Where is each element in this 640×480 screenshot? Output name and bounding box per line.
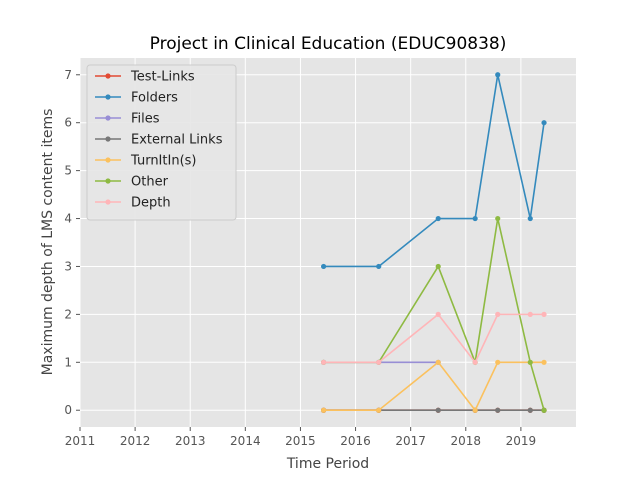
data-point-turnitin-s [495,359,501,365]
x-tick-label: 2012 [120,434,151,448]
y-tick-label: 0 [64,403,72,417]
data-point-folders [495,72,501,78]
x-axis-label: Time Period [286,456,369,472]
x-tick-label: 2014 [230,434,261,448]
data-point-depth [320,359,327,365]
data-point-other [495,215,501,222]
y-tick-label: 2 [64,307,72,321]
data-point-folders [435,215,441,222]
series-folders [320,72,547,270]
data-point-depth [376,359,382,365]
chart-title: Project in Clinical Education (EDUC90838… [150,34,507,54]
y-tick-label: 1 [64,355,72,369]
x-tick-label: 2017 [395,434,426,448]
data-point-depth [541,311,547,317]
legend-item-external-links: External Links [95,133,223,148]
legend-item-test-links: Test-Links [95,70,195,85]
series-layer [320,72,547,413]
legend-marker [105,199,111,205]
y-tick-label: 5 [64,164,72,178]
data-point-depth [435,311,441,317]
data-point-folders [320,263,327,270]
legend-label: Other [131,175,169,190]
y-tick-label: 6 [64,116,72,130]
legend-item-other: Other [95,175,169,190]
data-point-folders [541,120,547,126]
data-point-depth [495,311,501,317]
data-point-turnitin-s [472,407,478,413]
data-point-depth [472,359,478,365]
y-axis-ticks: 0 1 2 3 4 5 6 7 [64,68,80,417]
x-tick-label: 2013 [175,434,206,448]
x-tick-label: 2015 [285,434,316,448]
legend-marker [105,94,111,100]
legend-label: TurnItIn(s) [130,154,196,169]
legend-marker [105,136,111,142]
y-axis-label: Maximum depth of LMS content items [40,109,56,376]
legend-marker [105,178,111,184]
x-axis-ticks: 2011 2012 2013 2014 2015 2016 2017 2018 2019 [65,427,536,448]
data-point-folders [472,215,478,222]
x-tick-label: 2019 [506,434,537,448]
legend-marker [105,157,111,163]
data-point-external-links [435,407,441,413]
data-point-turnitin-s [541,359,547,365]
legend-item-files: Files [95,112,160,127]
legend-marker [105,115,111,121]
x-tick-label: 2011 [65,434,96,448]
data-point-turnitin-s [435,359,441,365]
legend-label: Files [131,112,160,127]
legend-marker [105,73,111,79]
legend-label: Folders [131,91,178,106]
x-tick-label: 2018 [451,434,482,448]
legend-box [86,64,237,221]
data-point-other [541,407,547,413]
legend: Test-Links Folders Files External Links Turn… [86,64,237,221]
y-tick-label: 3 [64,259,72,273]
data-point-other [435,263,441,270]
y-tick-label: 7 [64,68,72,82]
legend-label: External Links [131,133,223,148]
x-tick-label: 2016 [340,434,371,448]
series-depth [320,311,547,365]
data-point-turnitin-s [320,407,327,413]
legend-label: Depth [131,196,171,211]
data-point-external-links [495,407,501,413]
data-point-turnitin-s [376,407,382,413]
data-point-external-links [527,407,533,413]
legend-item-folders: Folders [95,91,178,106]
data-point-folders [527,215,533,222]
y-tick-label: 4 [64,212,72,226]
legend-item-turnitin-s: TurnItIn(s) [95,154,196,169]
data-point-other [527,359,533,365]
data-point-folders [376,263,382,270]
legend-item-depth: Depth [95,196,171,211]
data-point-depth [527,311,533,317]
legend-label: Test-Links [130,70,195,85]
